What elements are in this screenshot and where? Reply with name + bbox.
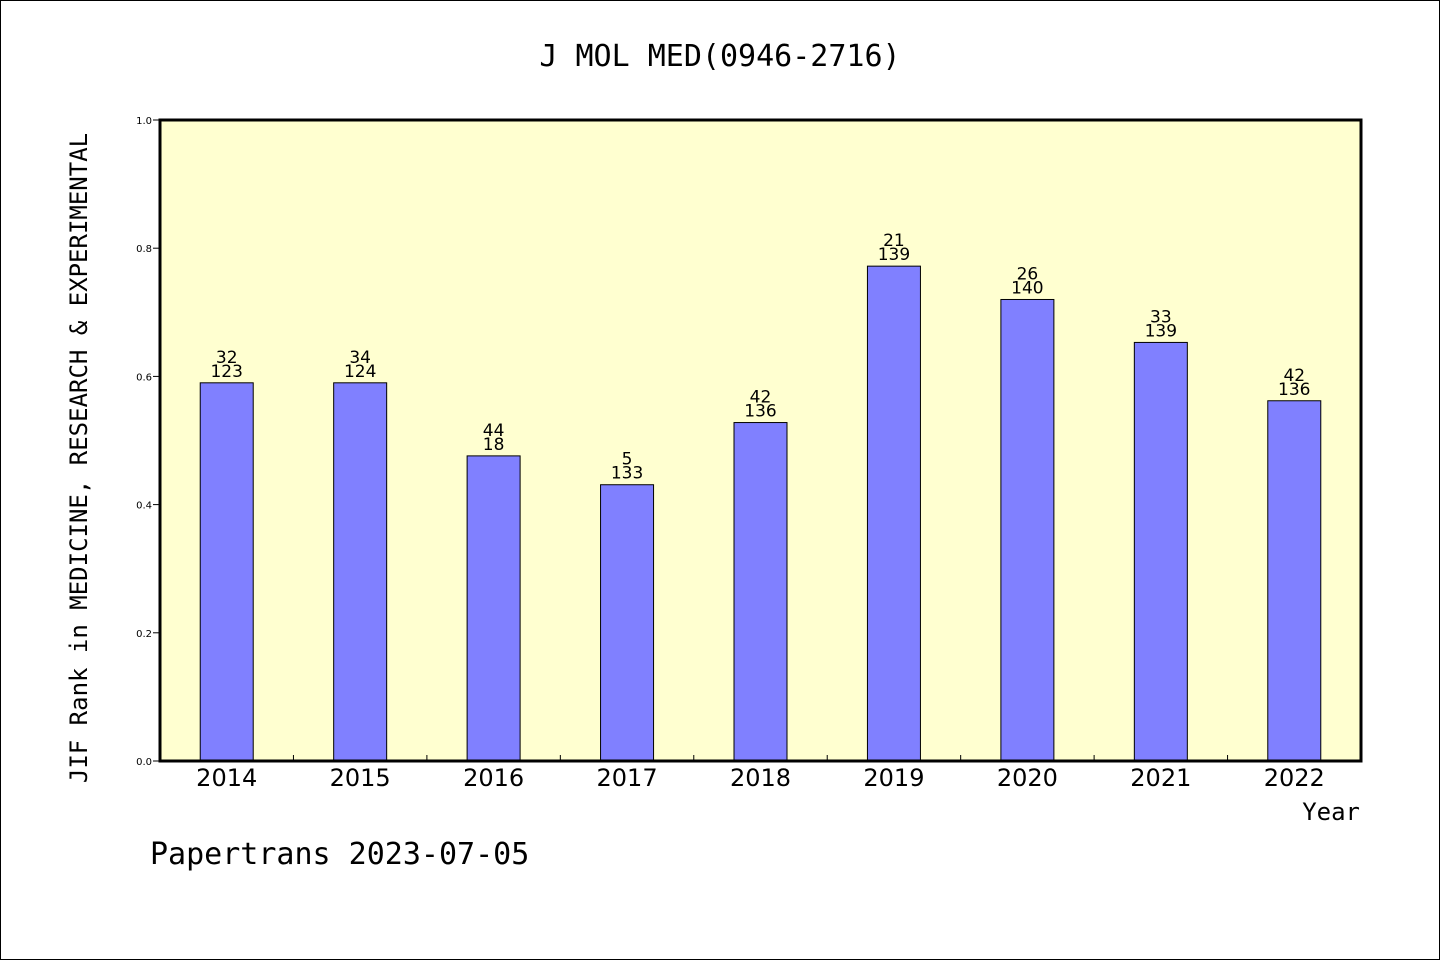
y-tick-label: 1.0: [136, 116, 152, 127]
y-tick-label: 0.8: [136, 244, 152, 255]
bar-2017: [600, 484, 655, 762]
bar-rank-label: 42: [750, 388, 772, 408]
bar-total-label: 124: [344, 362, 376, 382]
bar-2018: [733, 422, 788, 762]
bar-rank-label: 26: [1017, 264, 1039, 284]
bar-total-label: 139: [1145, 321, 1177, 341]
y-tick-label: 0.4: [136, 501, 152, 512]
bar-2019: [866, 265, 921, 762]
bar-2015: [333, 382, 388, 762]
bar-total-label: 140: [1011, 278, 1043, 298]
bar-total-label: 123: [210, 362, 242, 382]
bar-2014: [199, 382, 254, 762]
bar-total-label: 136: [1278, 380, 1310, 400]
x-tick-label: 2017: [597, 764, 658, 792]
bar-rank-label: 21: [883, 231, 905, 251]
x-tick-label: 2015: [330, 764, 391, 792]
plot-border: [158, 118, 1363, 763]
y-tick-label: 0.0: [136, 757, 152, 768]
x-tick-label: 2021: [1130, 764, 1191, 792]
bar-2020: [1000, 298, 1055, 762]
bar-total-label: 18: [483, 435, 505, 455]
x-tick-label: 2019: [863, 764, 924, 792]
x-tick-label: 2016: [463, 764, 524, 792]
y-tick-label: 0.6: [136, 372, 152, 383]
footer-text: Papertrans 2023-07-05: [150, 837, 529, 872]
bar-total-label: 136: [744, 402, 776, 422]
bar-2022: [1267, 400, 1322, 762]
y-axis-label: JIF Rank in MEDICINE, RESEARCH & EXPERIM…: [65, 133, 93, 783]
x-tick-label: 2014: [196, 764, 257, 792]
bar-rank-label: 33: [1150, 307, 1172, 327]
x-tick-label: 2022: [1264, 764, 1325, 792]
bar-rank-label: 5: [622, 450, 633, 470]
bar-2016: [466, 455, 521, 762]
chart-title: J MOL MED(0946-2716): [539, 39, 900, 74]
x-tick-label: 2018: [730, 764, 791, 792]
bar-total-label: 139: [878, 245, 910, 265]
bar-total-label: 133: [611, 464, 643, 484]
bar-rank-label: 34: [349, 348, 371, 368]
bar-rank-label: 32: [216, 348, 238, 368]
x-tick-label: 2020: [997, 764, 1058, 792]
y-tick-label: 0.2: [136, 629, 152, 640]
x-axis-label: Year: [1302, 798, 1360, 826]
bar-2021: [1133, 341, 1188, 762]
bar-rank-label: 42: [1283, 366, 1305, 386]
bar-rank-label: 44: [483, 421, 505, 441]
